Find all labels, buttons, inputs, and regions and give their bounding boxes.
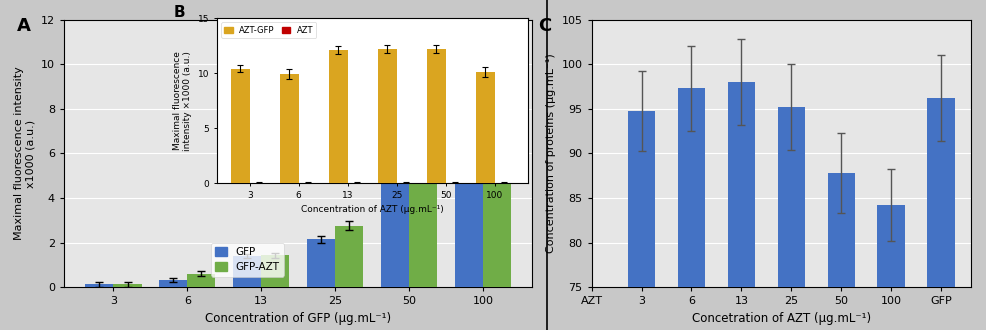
Bar [483, 58, 511, 287]
Bar [307, 239, 335, 287]
Bar [427, 49, 446, 183]
Bar [476, 72, 495, 183]
Bar [86, 284, 113, 287]
Bar [778, 107, 805, 330]
Bar [187, 274, 216, 287]
Legend: AZT-GFP, AZT: AZT-GFP, AZT [221, 22, 317, 38]
Bar [113, 284, 142, 287]
Bar [677, 88, 705, 330]
Bar [335, 226, 363, 287]
Bar [329, 50, 348, 183]
Text: B: B [174, 5, 185, 20]
Bar [728, 82, 755, 330]
Bar [396, 182, 415, 183]
Bar [249, 182, 268, 183]
Y-axis label: Maximal fluorescence
intensity ×1000 (a.u.): Maximal fluorescence intensity ×1000 (a.… [173, 51, 192, 150]
Bar [878, 205, 905, 330]
Bar [827, 173, 855, 330]
Bar [160, 280, 187, 287]
X-axis label: Concentration of AZT (μg.mL⁻¹): Concentration of AZT (μg.mL⁻¹) [301, 205, 444, 214]
X-axis label: Concentration of GFP (μg.mL⁻¹): Concentration of GFP (μg.mL⁻¹) [205, 312, 391, 325]
Bar [628, 111, 656, 330]
Bar [381, 165, 409, 287]
Bar [455, 53, 483, 287]
Bar [348, 182, 367, 183]
Bar [378, 49, 396, 183]
Y-axis label: Maximal fluorescence intensity
x1000 (a.u.): Maximal fluorescence intensity x1000 (a.… [14, 67, 35, 240]
Bar [231, 69, 249, 183]
Bar [299, 182, 317, 183]
Bar [495, 182, 514, 183]
Bar [280, 74, 299, 183]
Text: A: A [17, 17, 32, 35]
Text: C: C [538, 17, 552, 35]
Bar [446, 182, 464, 183]
Legend: GFP, GFP-AZT: GFP, GFP-AZT [211, 243, 284, 277]
Bar [409, 160, 437, 287]
Bar [261, 255, 290, 287]
Bar [234, 256, 261, 287]
Bar [928, 98, 954, 330]
X-axis label: Concetration of AZT (μg.mL⁻¹): Concetration of AZT (μg.mL⁻¹) [692, 312, 871, 325]
Y-axis label: Concentration of proteins (μg.mL⁻¹): Concentration of proteins (μg.mL⁻¹) [546, 53, 556, 253]
